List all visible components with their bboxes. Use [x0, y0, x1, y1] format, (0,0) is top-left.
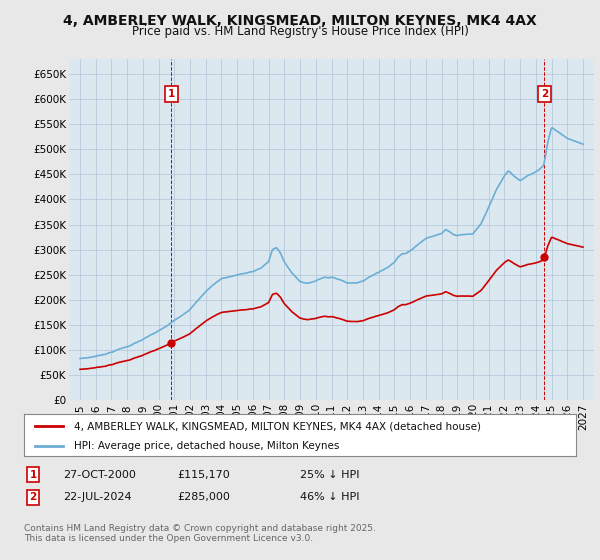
Text: 2: 2: [29, 492, 37, 502]
Text: 22-JUL-2024: 22-JUL-2024: [63, 492, 131, 502]
Text: £285,000: £285,000: [177, 492, 230, 502]
Text: 4, AMBERLEY WALK, KINGSMEAD, MILTON KEYNES, MK4 4AX: 4, AMBERLEY WALK, KINGSMEAD, MILTON KEYN…: [63, 14, 537, 28]
Text: 27-OCT-2000: 27-OCT-2000: [63, 470, 136, 480]
Text: 46% ↓ HPI: 46% ↓ HPI: [300, 492, 359, 502]
Text: £115,170: £115,170: [177, 470, 230, 480]
Text: HPI: Average price, detached house, Milton Keynes: HPI: Average price, detached house, Milt…: [74, 441, 339, 451]
Text: Price paid vs. HM Land Registry's House Price Index (HPI): Price paid vs. HM Land Registry's House …: [131, 25, 469, 38]
Text: 1: 1: [29, 470, 37, 480]
Text: 4, AMBERLEY WALK, KINGSMEAD, MILTON KEYNES, MK4 4AX (detached house): 4, AMBERLEY WALK, KINGSMEAD, MILTON KEYN…: [74, 421, 481, 431]
Text: 1: 1: [168, 89, 175, 99]
Text: Contains HM Land Registry data © Crown copyright and database right 2025.
This d: Contains HM Land Registry data © Crown c…: [24, 524, 376, 543]
Text: 2: 2: [541, 89, 548, 99]
Text: 25% ↓ HPI: 25% ↓ HPI: [300, 470, 359, 480]
